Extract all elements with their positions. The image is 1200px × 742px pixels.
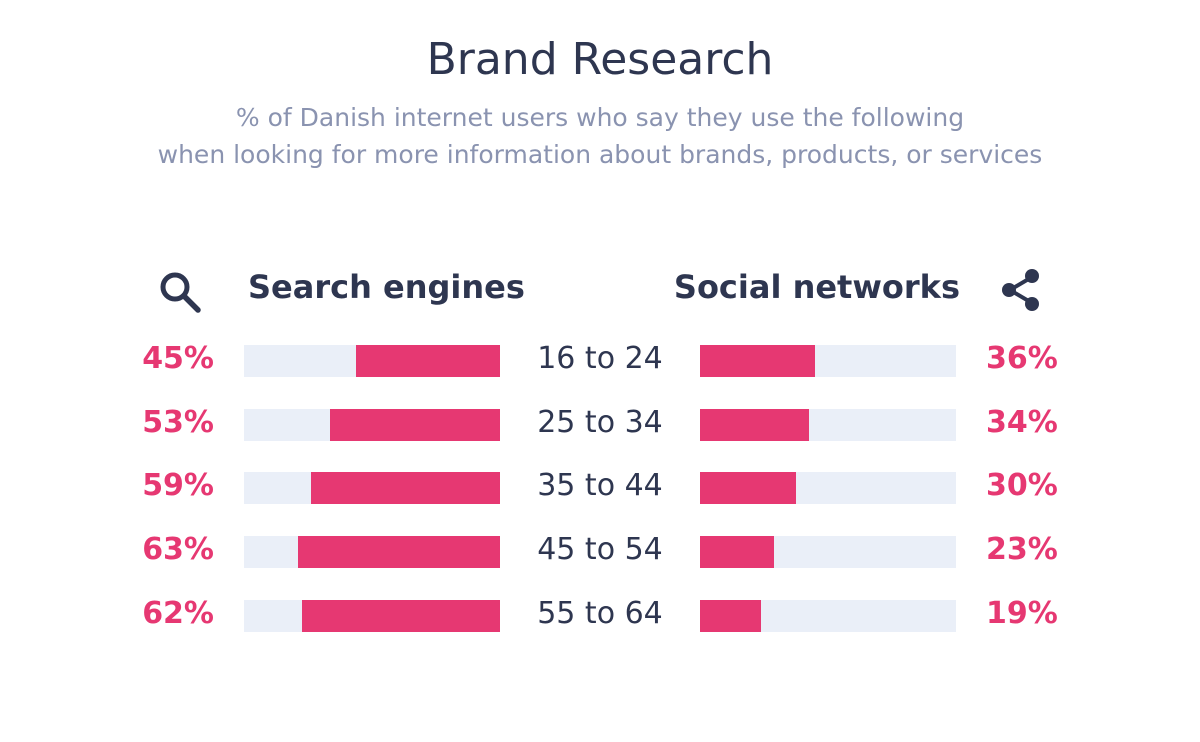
social-networks-value-label: 36% [986,341,1058,376]
social-networks-value-label: 23% [986,532,1058,567]
search-engines-bar [302,600,500,632]
search-engines-bar-track [244,409,500,441]
search-engines-bar-track [244,536,500,568]
search-engines-bar-track [244,345,500,377]
age-group-label: 45 to 54 [537,532,663,567]
share-icon [1002,269,1039,311]
social-networks-bar [700,409,809,441]
social-networks-bar [700,536,774,568]
chart-title: Brand Research [426,34,774,85]
search-engines-bar [311,472,500,504]
social-networks-value-label: 30% [986,468,1058,503]
social-networks-bar [700,345,815,377]
social-networks-bar-track [700,345,956,377]
search-engines-bar-track [244,472,500,504]
social-networks-value-label: 34% [986,405,1058,440]
age-group-label: 16 to 24 [537,341,663,376]
search-engines-bar [298,536,500,568]
social-networks-bar-track [700,472,956,504]
search-engines-value-label: 62% [142,596,214,631]
social-networks-bar [700,600,761,632]
search-engines-value-label: 53% [142,405,214,440]
search-engines-value-label: 45% [142,341,214,376]
series-header-search-engines: Search engines [248,268,525,306]
search-engines-bar [356,345,500,377]
chart-subtitle-line-1: % of Danish internet users who say they … [235,103,965,132]
age-group-label: 25 to 34 [537,405,663,440]
search-engines-bar [330,409,500,441]
search-engines-value-label: 59% [142,468,214,503]
age-group-label: 35 to 44 [537,468,663,503]
social-networks-bar [700,472,796,504]
chart-subtitle-line-2: when looking for more information about … [157,140,1043,169]
social-networks-bar-track [700,536,956,568]
age-group-label: 55 to 64 [537,596,663,631]
series-header-social-networks: Social networks [673,268,960,306]
social-networks-value-label: 19% [986,596,1058,631]
search-engines-value-label: 63% [142,532,214,567]
search-engines-bar-track [244,600,500,632]
social-networks-bar-track [700,409,956,441]
search-icon [160,272,201,313]
social-networks-bar-track [700,600,956,632]
